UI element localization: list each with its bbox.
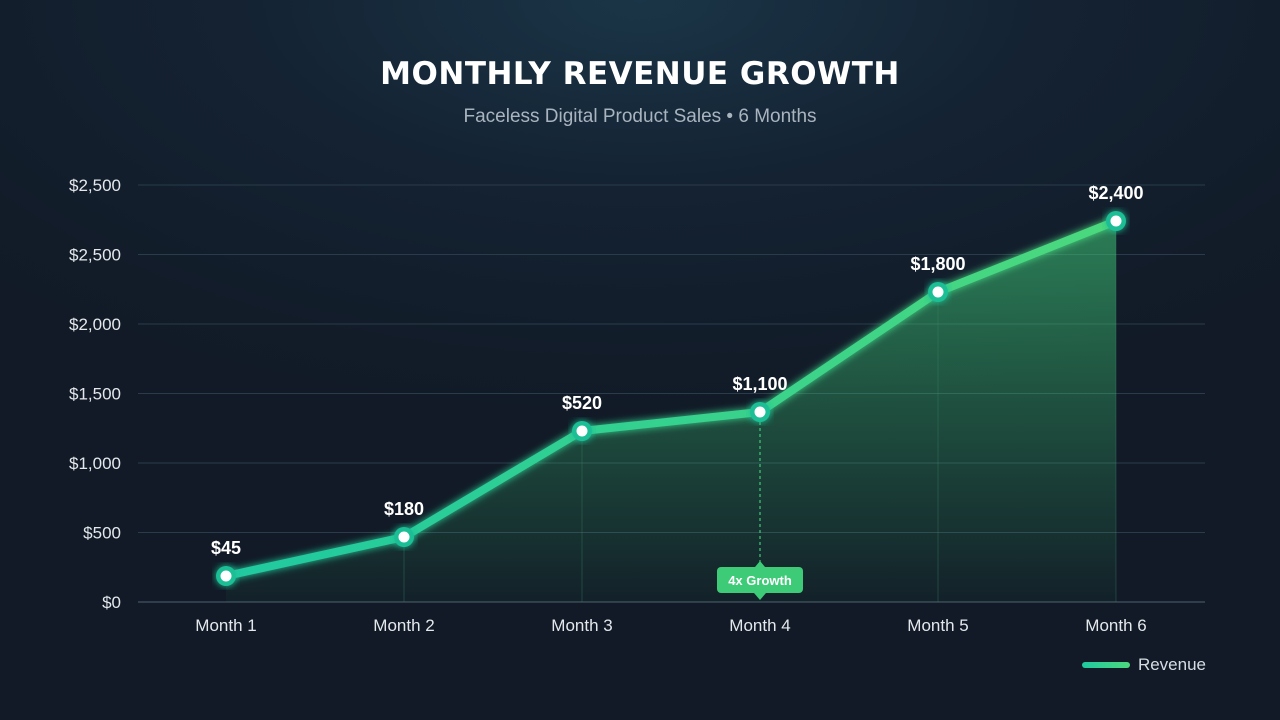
data-label: $1,800: [910, 254, 965, 274]
data-label: $2,400: [1088, 183, 1143, 203]
y-tick-label: $1,500: [69, 385, 121, 404]
annotation-text: 4x Growth: [728, 573, 792, 588]
x-tick-label: Month 4: [729, 616, 790, 635]
data-label: $180: [384, 499, 424, 519]
data-point-center: [754, 406, 766, 418]
chart-title: MONTHLY REVENUE GROWTH: [380, 56, 900, 92]
data-points: [216, 211, 1126, 586]
area-path: [226, 221, 1116, 602]
x-axis-ticks: Month 1 Month 2 Month 3 Month 4 Month 5 Month…: [195, 616, 1146, 635]
x-tick-label: Month 6: [1085, 616, 1146, 635]
annotation: 4x Growth: [717, 422, 803, 600]
data-point-center: [932, 286, 944, 298]
data-labels: $45 $180 $520 $1,100 $1,800 $2,400: [211, 183, 1144, 558]
series-line: [222, 217, 1120, 580]
area-fill: [226, 221, 1116, 602]
data-point-center: [576, 425, 588, 437]
data-label: $45: [211, 538, 241, 558]
chart-subtitle: Faceless Digital Product Sales • 6 Month…: [463, 106, 817, 127]
y-axis-ticks: $0 $500 $1,000 $1,500 $2,000 $2,500 $2,500: [69, 176, 121, 612]
data-label: $1,100: [732, 374, 787, 394]
annotation-badge: [717, 567, 803, 593]
revenue-line: [222, 217, 1120, 580]
legend: Revenue: [1081, 655, 1206, 675]
y-tick-label: $1,000: [69, 454, 121, 473]
drop-lines: [403, 221, 1117, 602]
annotation-pointer-top: [755, 561, 765, 567]
data-point-center: [398, 531, 410, 543]
y-tick-label: $2,500: [69, 246, 121, 265]
x-tick-label: Month 3: [551, 616, 612, 635]
data-label: $520: [562, 393, 602, 413]
y-tick-label: $2,500: [69, 176, 121, 195]
legend-label: Revenue: [1137, 655, 1206, 674]
x-tick-label: Month 1: [195, 616, 256, 635]
annotation-pointer: [754, 593, 766, 600]
y-tick-label: $0: [102, 593, 121, 612]
x-tick-label: Month 2: [373, 616, 434, 635]
data-point-center: [220, 570, 232, 582]
legend-swatch: [1081, 662, 1130, 668]
y-tick-label: $500: [83, 524, 121, 543]
data-point-center: [1110, 215, 1122, 227]
y-tick-label: $2,000: [69, 315, 121, 334]
x-tick-label: Month 5: [907, 616, 968, 635]
